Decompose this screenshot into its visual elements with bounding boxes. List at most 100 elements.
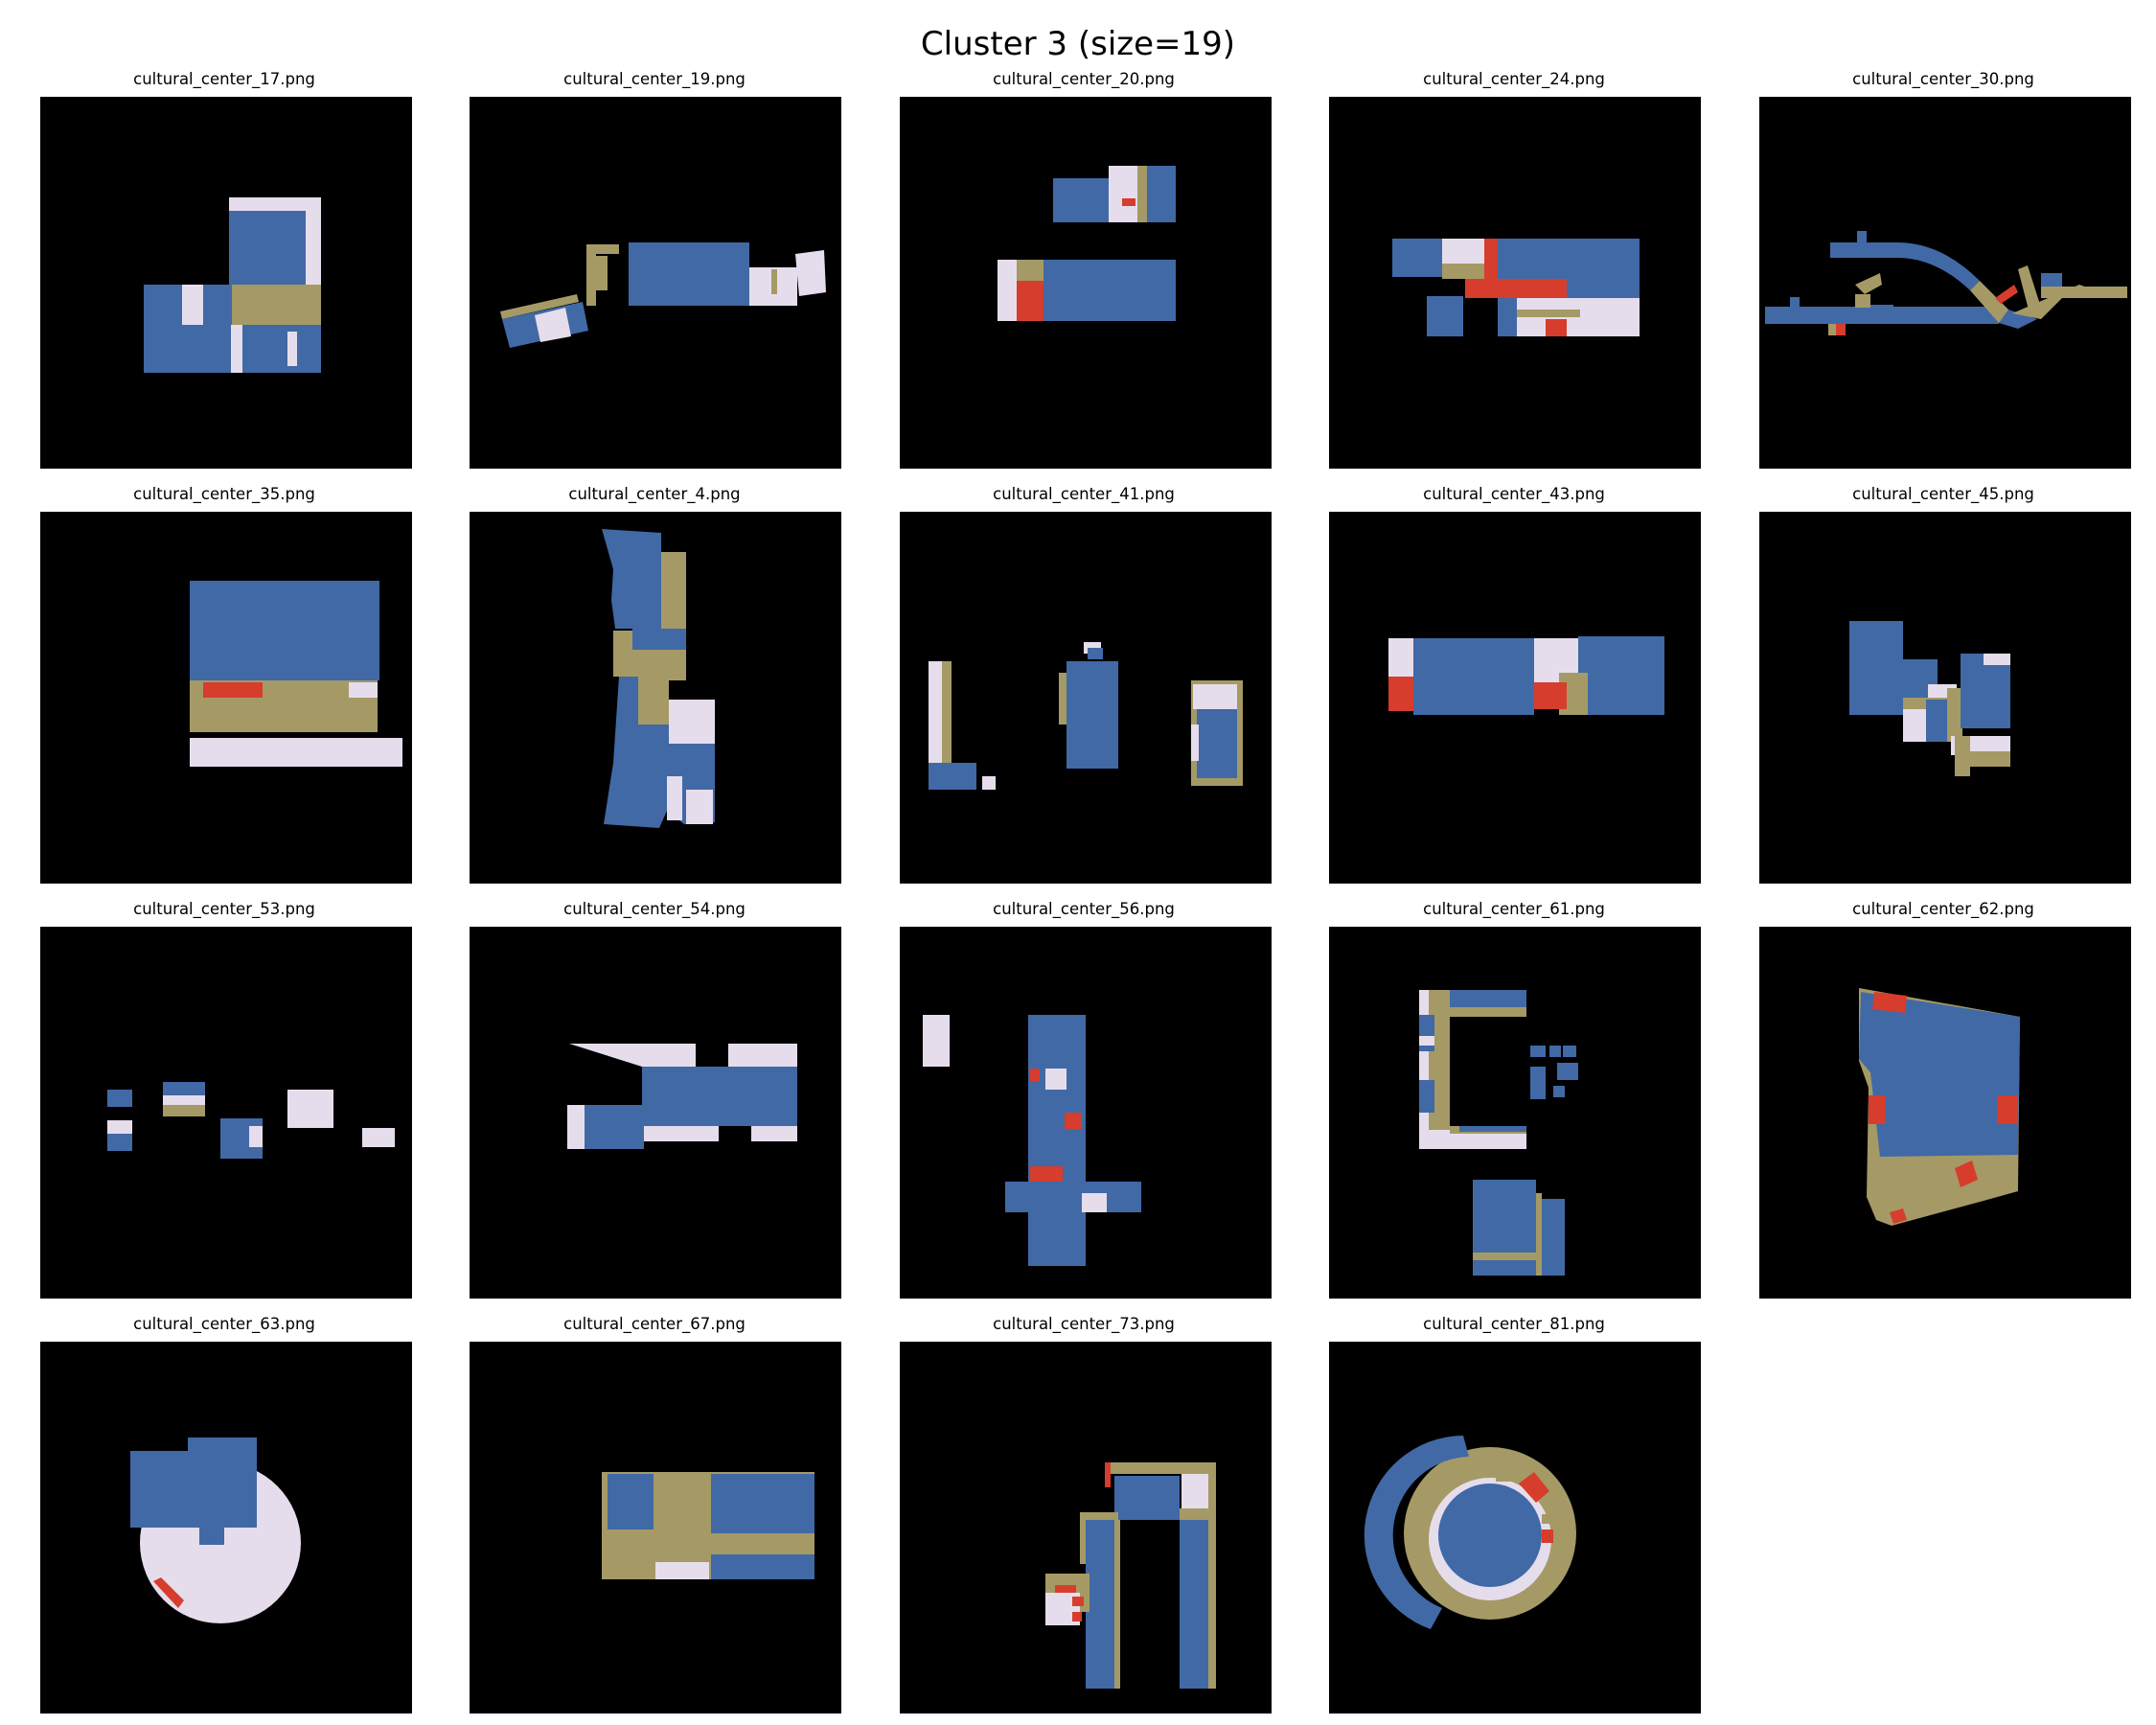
room-blue xyxy=(1005,1182,1141,1212)
room-blue xyxy=(1855,305,1893,324)
room-lilac xyxy=(107,1120,132,1134)
room-blue xyxy=(1067,661,1118,769)
room-lilac xyxy=(287,332,297,366)
room-lilac xyxy=(644,1126,719,1141)
room-blue xyxy=(163,1082,205,1095)
room-olive xyxy=(586,246,596,306)
room-blue xyxy=(1830,242,1980,290)
room-lilac xyxy=(669,700,715,744)
room-blue xyxy=(107,1134,132,1151)
room-lilac xyxy=(567,1105,586,1149)
room-blue xyxy=(1364,1436,1469,1629)
panel-label: cultural_center_4.png xyxy=(568,485,741,503)
room-red xyxy=(1055,1585,1076,1593)
room-blue xyxy=(632,629,686,654)
room-blue xyxy=(1450,990,1526,1007)
panel-label: cultural_center_24.png xyxy=(1423,70,1605,88)
panel-background xyxy=(1759,97,2131,469)
room-blue xyxy=(1473,1180,1536,1276)
room-lilac xyxy=(751,1126,797,1141)
room-red xyxy=(1872,992,1907,1013)
room-lilac xyxy=(1045,1612,1080,1625)
floorplan-panel xyxy=(900,512,1272,884)
room-olive xyxy=(638,680,669,724)
panel-label: cultural_center_62.png xyxy=(1852,900,2034,918)
room-olive xyxy=(1536,1193,1542,1276)
panel-label: cultural_center_17.png xyxy=(133,70,315,88)
room-lilac xyxy=(349,682,378,698)
room-blue xyxy=(1044,260,1176,321)
floorplan-panel xyxy=(1759,97,2131,469)
panel-label: cultural_center_81.png xyxy=(1423,1315,1605,1333)
room-blue xyxy=(602,529,661,629)
room-olive xyxy=(1105,1462,1216,1474)
room-olive xyxy=(500,294,579,319)
room-red xyxy=(203,682,263,698)
room-red xyxy=(1065,1113,1082,1130)
room-lilac xyxy=(1534,638,1578,673)
panel-label: cultural_center_56.png xyxy=(993,900,1175,918)
room-olive xyxy=(1962,751,2010,767)
room-olive xyxy=(661,552,686,631)
floorplan-panel xyxy=(40,927,412,1299)
room-red xyxy=(1955,1161,1978,1187)
room-lilac xyxy=(569,1044,642,1067)
room-olive xyxy=(627,650,686,680)
room-olive xyxy=(163,1105,205,1116)
room-lilac xyxy=(1429,1130,1526,1149)
room-red xyxy=(1122,198,1135,206)
panel-label: cultural_center_19.png xyxy=(563,70,745,88)
room-blue xyxy=(608,1474,654,1530)
room-lilac xyxy=(231,325,242,373)
room-blue xyxy=(1790,297,1800,309)
room-olive xyxy=(1473,1253,1536,1260)
floorplan-panel xyxy=(470,512,841,884)
room-lilac xyxy=(1903,709,1926,742)
room-blue xyxy=(1427,296,1463,336)
floorplan-panel xyxy=(40,1342,412,1714)
room-red xyxy=(1388,677,1413,711)
room-red xyxy=(1465,279,1567,298)
room-olive xyxy=(1180,1508,1216,1520)
room-lilac xyxy=(1419,1036,1434,1046)
panel-label: cultural_center_43.png xyxy=(1423,485,1605,503)
room-blue xyxy=(711,1487,734,1531)
room-blue xyxy=(1413,638,1534,715)
floorplan-panel xyxy=(1759,927,2131,1299)
room-blue xyxy=(1553,1086,1565,1097)
room-olive xyxy=(2018,265,2041,313)
room-lilac xyxy=(1191,724,1199,761)
room-lilac xyxy=(1388,638,1413,680)
room-lilac xyxy=(362,1128,395,1147)
room-olive xyxy=(1017,260,1044,281)
room-red xyxy=(1995,285,2018,304)
room-blue xyxy=(1114,1476,1180,1520)
floorplan-panel xyxy=(1329,1342,1701,1714)
room-olive xyxy=(1208,1462,1216,1689)
floorplan-panel xyxy=(470,927,841,1299)
floorplan-panel xyxy=(40,512,412,884)
floorplan-panel xyxy=(900,927,1272,1299)
room-olive xyxy=(1408,1524,1431,1541)
panel-label: cultural_center_45.png xyxy=(1852,485,2034,503)
room-blue xyxy=(1578,636,1664,715)
room-olive xyxy=(1855,294,1870,308)
room-blue xyxy=(1999,310,2037,329)
room-olive xyxy=(1114,1520,1120,1689)
room-blue xyxy=(1419,1080,1434,1113)
room-blue xyxy=(199,1526,224,1545)
panel-background xyxy=(40,97,412,469)
room-blue xyxy=(1859,992,2020,1157)
room-blue xyxy=(1961,654,2010,728)
room-lilac xyxy=(686,790,713,824)
floorplan-panel xyxy=(470,97,841,469)
room-blue xyxy=(585,1105,644,1149)
room-blue xyxy=(1180,1520,1208,1689)
floorplan-panel xyxy=(1759,512,2131,884)
room-olive xyxy=(1137,166,1147,222)
room-blue xyxy=(642,1067,797,1126)
room-olive xyxy=(1496,1474,1511,1482)
panel-label: cultural_center_20.png xyxy=(993,70,1175,88)
room-lilac xyxy=(229,197,321,211)
room-olive xyxy=(232,285,321,325)
